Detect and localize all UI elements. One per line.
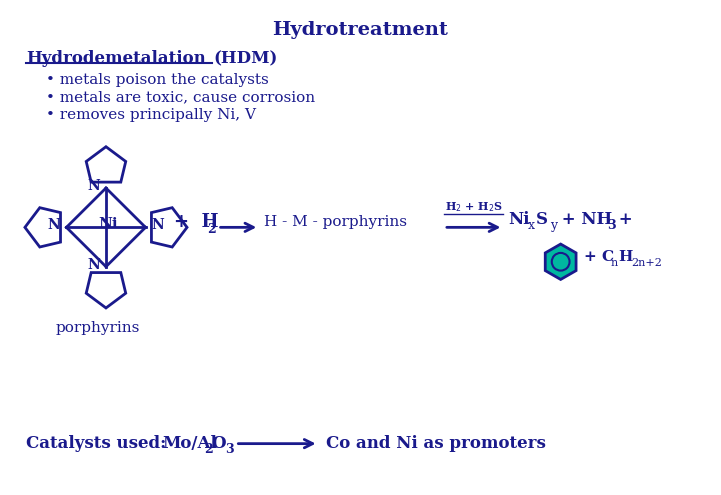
Text: Co and Ni as promoters: Co and Ni as promoters [327,435,547,452]
Text: Mo/Al: Mo/Al [162,435,217,452]
Text: 2: 2 [204,443,213,456]
Text: (HDM): (HDM) [213,50,278,67]
Text: N: N [151,218,164,232]
Text: • metals poison the catalysts: • metals poison the catalysts [45,73,268,87]
Text: + NH: + NH [556,211,612,228]
Polygon shape [545,244,576,280]
Text: + C: + C [585,250,614,264]
Text: Hydrotreatment: Hydrotreatment [272,21,448,39]
Text: O: O [212,435,226,452]
Text: 2n+2: 2n+2 [631,258,662,268]
Text: N: N [48,218,61,232]
Text: N: N [87,179,100,193]
Text: S: S [536,211,548,228]
Text: 3: 3 [607,219,616,232]
Text: H$_2$ + H$_2$S: H$_2$ + H$_2$S [445,200,503,213]
Text: N: N [87,258,100,272]
Text: 3: 3 [226,443,234,456]
Text: Catalysts used:: Catalysts used: [26,435,166,452]
Text: y: y [550,219,557,232]
Text: Ni: Ni [508,211,530,228]
Text: porphyrins: porphyrins [56,321,141,335]
Text: Ni: Ni [98,217,118,231]
Text: Hydrodemetalation: Hydrodemetalation [26,50,205,67]
Text: +  H: + H [174,213,218,232]
Text: +: + [613,211,632,228]
Text: H - M - porphyrins: H - M - porphyrins [264,215,407,229]
Text: 2: 2 [207,223,216,236]
Text: H: H [618,250,632,264]
Text: • removes principally Ni, V: • removes principally Ni, V [45,108,256,122]
Text: x: x [528,219,535,232]
Text: • metals are toxic, cause corrosion: • metals are toxic, cause corrosion [45,91,315,104]
Text: n: n [610,258,617,268]
